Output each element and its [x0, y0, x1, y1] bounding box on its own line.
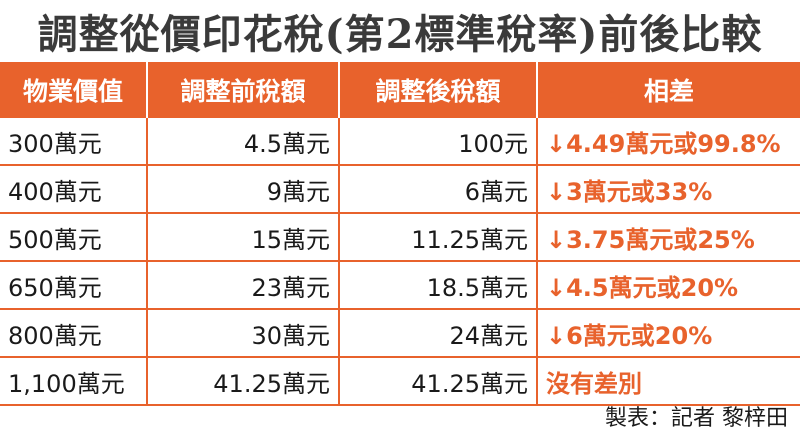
table-cell: ↓4.5萬元或20%	[546, 273, 739, 302]
table-cell: 4.5萬元	[148, 118, 340, 164]
table-row: 400萬元 9萬元 6萬元 ↓3萬元或33%	[0, 166, 800, 214]
table-cell: 18.5萬元	[340, 262, 538, 308]
table-cell: 24萬元	[340, 310, 538, 356]
table-cell: ↓4.49萬元或99.8%	[546, 129, 781, 158]
table-row: 800萬元 30萬元 24萬元 ↓6萬元或20%	[0, 310, 800, 358]
table-row: 300萬元 4.5萬元 100元 ↓4.49萬元或99.8%	[0, 118, 800, 166]
table-cell: 9萬元	[148, 166, 340, 212]
table-cell: ↓3.75萬元或25%	[546, 225, 755, 254]
table-cell: 500萬元	[0, 214, 148, 260]
table-cell: ↓6萬元或20%	[546, 321, 713, 350]
table-cell: 11.25萬元	[340, 214, 538, 260]
table-cell: 300萬元	[0, 118, 148, 164]
table-cell: 41.25萬元	[148, 358, 340, 404]
table-cell: 15萬元	[148, 214, 340, 260]
credit: 製表：記者 黎梓田	[605, 406, 788, 431]
title: 調整從價印花稅(第2標準稅率)前後比較	[37, 11, 763, 58]
header-cell: 調整前稅額	[148, 62, 340, 118]
table-cell: 400萬元	[0, 166, 148, 212]
table-row: 500萬元 15萬元 11.25萬元 ↓3.75萬元或25%	[0, 214, 800, 262]
header-cell: 相差	[643, 77, 694, 106]
table-cell: 30萬元	[148, 310, 340, 356]
table-cell: 23萬元	[148, 262, 340, 308]
table-cell: 1,100萬元	[0, 358, 148, 404]
header-row: 物業價值 調整前稅額 調整後稅額 相差	[0, 62, 800, 118]
table-row: 1,100萬元 41.25萬元 41.25萬元 沒有差別	[0, 358, 800, 406]
table-cell: 41.25萬元	[340, 358, 538, 404]
header-cell: 調整後稅額	[340, 62, 538, 118]
table-cell: ↓3萬元或33%	[546, 177, 713, 206]
table-cell: 100元	[340, 118, 538, 164]
table-cell: 650萬元	[0, 262, 148, 308]
header-cell: 物業價值	[0, 62, 148, 118]
table-cell: 沒有差別	[546, 369, 642, 398]
table-cell: 800萬元	[0, 310, 148, 356]
table-row: 650萬元 23萬元 18.5萬元 ↓4.5萬元或20%	[0, 262, 800, 310]
table-cell: 6萬元	[340, 166, 538, 212]
